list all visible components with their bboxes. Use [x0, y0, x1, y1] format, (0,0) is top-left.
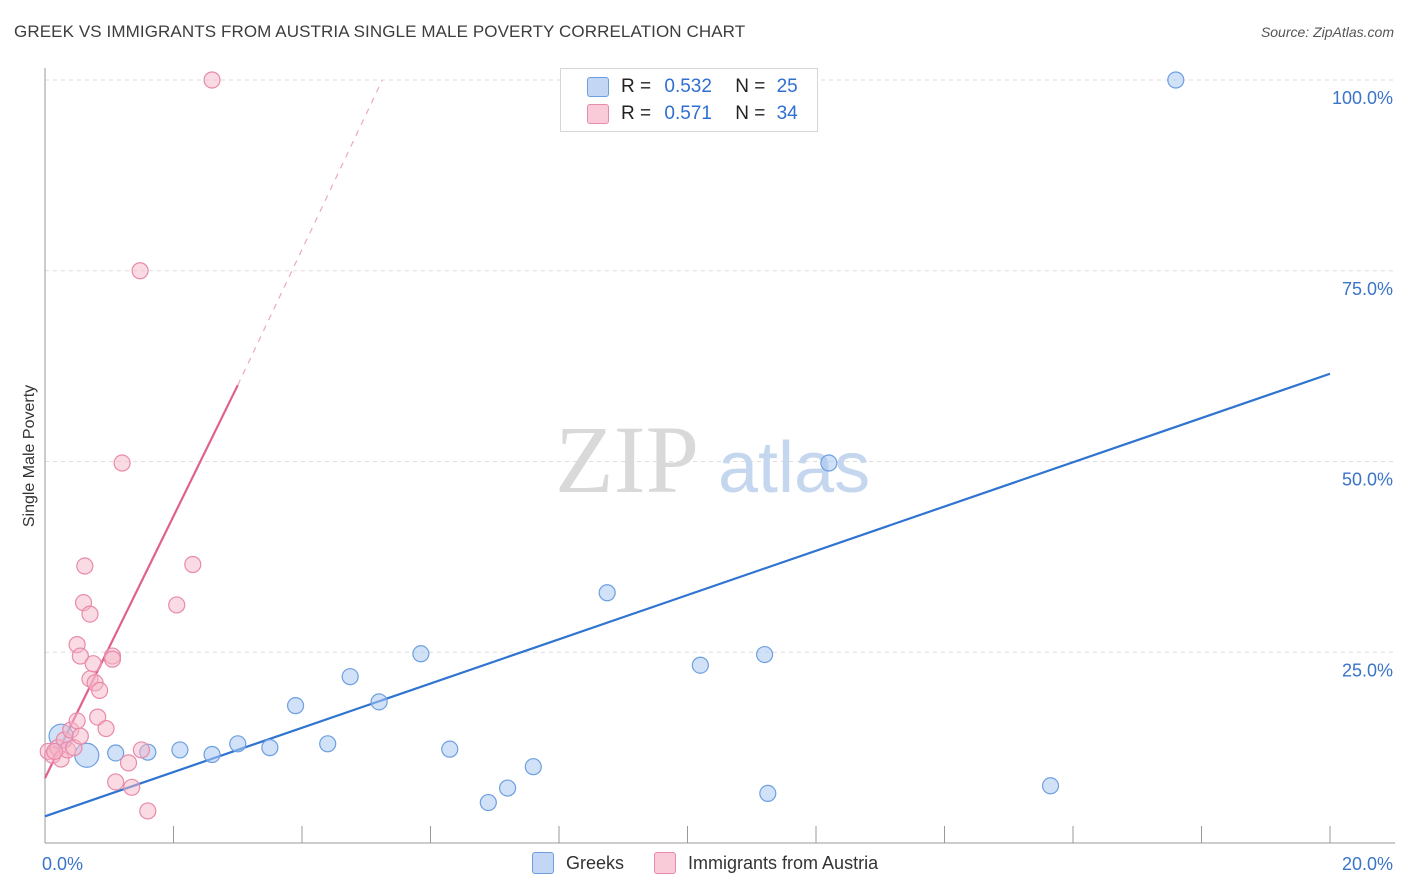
point-greeks: [524, 758, 542, 776]
legend-swatch-pink: [587, 104, 609, 124]
point-austria: [91, 681, 109, 700]
point-austria: [76, 557, 94, 575]
point-austria: [84, 655, 102, 673]
point-greeks: [598, 584, 616, 602]
series-label-greeks: Greeks: [566, 852, 625, 873]
watermark-zip: ZIP: [555, 406, 699, 513]
point-austria: [71, 727, 89, 745]
point-greeks: [691, 656, 709, 674]
y-tick-label: 50.0%: [1342, 470, 1393, 490]
x-tick-label: 0.0%: [42, 854, 83, 874]
y-tick-label: 75.0%: [1342, 279, 1393, 299]
point-greeks: [1041, 777, 1060, 795]
point-austria: [89, 708, 107, 726]
point-greeks: [107, 744, 125, 762]
series-legend-greeks: Greeks: [532, 852, 624, 874]
legend-swatch-blue: [587, 77, 609, 97]
point-greeks: [203, 745, 221, 764]
point-austria: [68, 712, 86, 730]
point-greeks: [261, 739, 279, 757]
axes: [44, 68, 1395, 844]
point-austria: [119, 754, 138, 772]
watermark: ZIP atlas: [555, 406, 870, 513]
legend-n-label: N =: [735, 103, 766, 124]
series-label-austria: Immigrants from Austria: [688, 852, 879, 873]
point-austria: [132, 741, 150, 759]
point-austria: [139, 802, 157, 820]
point-greeks: [286, 697, 305, 715]
point-austria: [123, 778, 141, 796]
point-austria: [113, 454, 131, 472]
point-austria: [97, 719, 115, 738]
point-austria: [168, 596, 186, 614]
point-greeks: [1167, 71, 1185, 89]
data-points: [39, 71, 1185, 820]
grid-lines: [45, 79, 1395, 653]
legend-r-value: 0.532: [664, 76, 712, 97]
point-austria: [81, 605, 99, 623]
correlation-legend: R = 0.532 N = 25 R = 0.571 N = 34: [560, 68, 818, 132]
y-tick-label: 25.0%: [1342, 660, 1393, 680]
legend-n-label: N =: [735, 76, 766, 97]
point-greeks: [820, 454, 838, 472]
legend-n-value: 25: [776, 76, 798, 97]
point-greeks: [370, 693, 388, 711]
point-greeks: [319, 735, 337, 753]
series-swatch-pink: [654, 852, 677, 874]
point-greeks: [759, 784, 777, 803]
series-swatch-blue: [532, 852, 554, 874]
point-austria: [184, 555, 202, 574]
point-greeks: [412, 645, 430, 663]
point-greeks: [499, 779, 517, 797]
point-greeks: [479, 793, 497, 812]
point-greeks: [171, 741, 189, 759]
point-austria: [103, 650, 122, 668]
series-legend: Greeks Immigrants from Austria: [532, 852, 908, 874]
point-austria: [46, 742, 64, 761]
trendline-austria-extension: [237, 79, 383, 386]
chart-title: GREEK VS IMMIGRANTS FROM AUSTRIA SINGLE …: [14, 22, 746, 41]
watermark-atlas: atlas: [718, 428, 870, 508]
point-greeks: [229, 735, 247, 753]
point-austria: [71, 647, 89, 665]
source-label: Source: ZipAtlas.com: [1260, 24, 1394, 40]
point-greeks: [755, 645, 774, 664]
legend-r-value: 0.571: [664, 103, 712, 124]
trendline-greeks: [44, 372, 1331, 818]
legend-n-value: 34: [776, 103, 798, 124]
y-tick-label: 100.0%: [1332, 88, 1393, 108]
legend-r-label: R =: [621, 76, 652, 97]
point-greeks: [341, 668, 359, 686]
series-legend-austria: Immigrants from Austria: [654, 852, 878, 874]
point-austria: [131, 262, 149, 280]
point-austria: [107, 773, 125, 791]
x-tick-label: 20.0%: [1342, 854, 1393, 874]
point-austria: [203, 71, 221, 89]
tick-labels: 25.0% 50.0% 75.0% 100.0% 0.0% 20.0%: [42, 88, 1393, 874]
point-greeks: [441, 740, 459, 758]
legend-r-label: R =: [621, 103, 652, 124]
